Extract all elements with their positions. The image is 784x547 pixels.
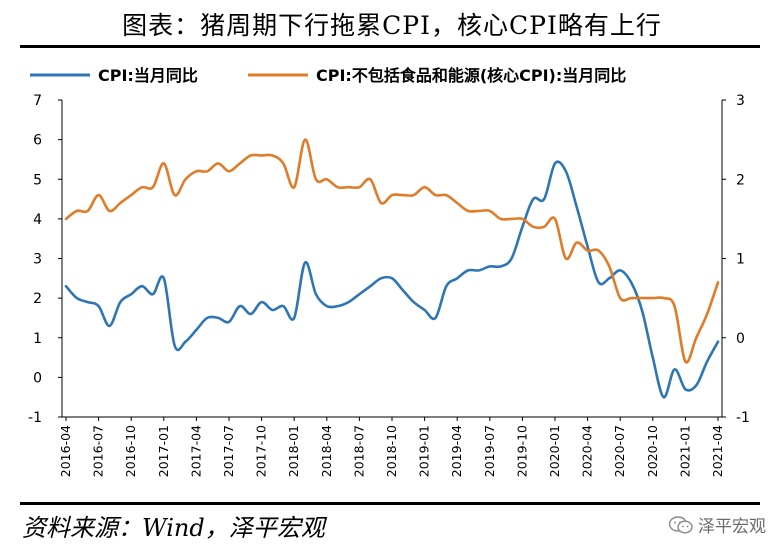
- x-tick-label: 2016-04: [58, 425, 73, 477]
- x-tick-label: 2016-07: [91, 425, 106, 477]
- legend: CPI:当月同比 CPI:不包括食品和能源(核心CPI):当月同比: [30, 66, 626, 85]
- legend-label-core-cpi: CPI:不包括食品和能源(核心CPI):当月同比: [316, 66, 626, 85]
- y-right-tick-label: 2: [736, 172, 745, 188]
- x-tick-label: 2020-10: [645, 425, 660, 477]
- y-left-tick-label: 1: [33, 331, 42, 347]
- y-left-tick-label: 2: [33, 291, 42, 307]
- x-tick-label: 2017-01: [156, 425, 171, 477]
- series-line-core-cpi: [64, 138, 720, 364]
- series-line-cpi: [64, 160, 720, 399]
- x-tick-label: 2019-01: [417, 425, 432, 477]
- x-tick-label: 2018-01: [286, 425, 301, 477]
- chart-title: 图表：猪周期下行拖累CPI，核心CPI略有上行: [122, 11, 662, 40]
- x-tick-label: 2020-04: [580, 425, 595, 477]
- axes: -1 0 1 2 3 4 5 6 7 -1 0 1 2 3 2016-04 2016-07 2016-10 201…: [28, 93, 750, 477]
- y-right-tick-label: -1: [736, 410, 750, 426]
- series-layer: [64, 138, 720, 399]
- x-tick-label: 2019-04: [449, 425, 464, 477]
- y-left-tick-label: 4: [33, 212, 42, 228]
- x-tick-label: 2018-07: [351, 425, 366, 477]
- x-tick-label: 2017-10: [254, 425, 269, 477]
- chart: CPI:当月同比 CPI:不包括食品和能源(核心CPI):当月同比 -1 0 1 2 3…: [28, 66, 750, 477]
- y-left-tick-label: 6: [33, 133, 42, 149]
- x-tick-label: 2020-07: [612, 425, 627, 477]
- source-note: 资料来源：Wind，泽平宏观: [22, 514, 325, 542]
- source-rule: [20, 502, 760, 505]
- x-tick-label: 2016-10: [123, 425, 138, 477]
- x-tick-label: 2019-07: [482, 425, 497, 477]
- title-rule: [20, 45, 760, 48]
- y-right-tick-label: 0: [736, 331, 745, 347]
- x-tick-label: 2017-04: [188, 425, 203, 477]
- x-tick-label: 2019-10: [514, 425, 529, 477]
- x-tick-label: 2021-04: [710, 425, 725, 477]
- x-tick-label: 2018-04: [319, 425, 334, 477]
- y-right-tick-label: 3: [736, 93, 745, 109]
- y-left-tick-label: 3: [33, 252, 42, 268]
- wechat-icon: [668, 515, 693, 534]
- y-left-tick-label: -1: [28, 410, 42, 426]
- x-tick-label: 2018-10: [384, 425, 399, 477]
- watermark-label: 泽平宏观: [698, 517, 766, 537]
- y-left-tick-label: 0: [33, 370, 42, 386]
- x-tick-label: 2017-07: [221, 425, 236, 477]
- y-right-tick-label: 1: [736, 252, 745, 268]
- x-tick-label: 2020-01: [547, 425, 562, 477]
- y-left-tick-label: 7: [33, 93, 42, 109]
- y-left-tick-label: 5: [33, 172, 42, 188]
- watermark: 泽平宏观: [668, 512, 766, 537]
- legend-label-cpi: CPI:当月同比: [98, 66, 198, 85]
- x-tick-label: 2021-01: [677, 425, 692, 477]
